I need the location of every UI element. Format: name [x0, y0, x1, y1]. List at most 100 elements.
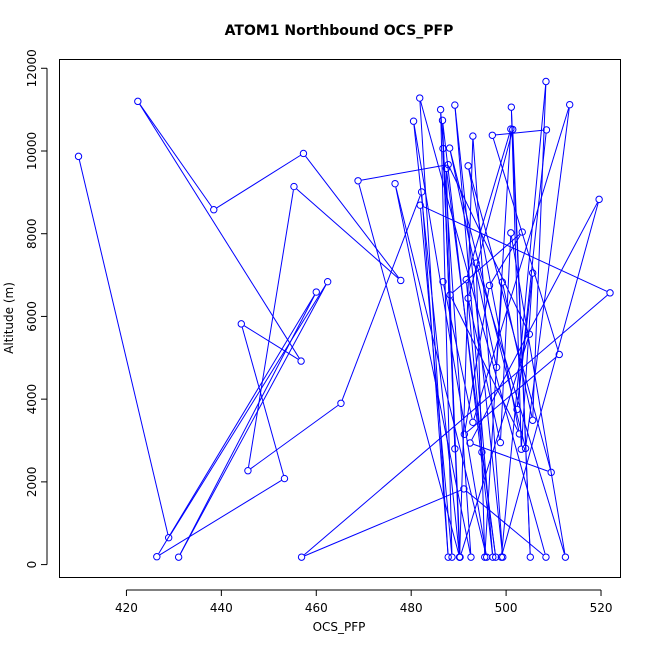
series-line-segment — [303, 294, 608, 556]
data-point — [481, 553, 489, 561]
y-tick-label: 10000 — [25, 132, 39, 170]
series-line-segment — [496, 285, 503, 364]
data-point — [409, 117, 418, 125]
data-point — [525, 330, 534, 338]
x-tick-label: 420 — [115, 601, 138, 615]
x-tick-label: 440 — [210, 601, 233, 615]
data-point — [455, 553, 464, 561]
series-line-segment — [454, 108, 503, 554]
y-tick-label: 4000 — [25, 384, 39, 415]
series-line-segment — [139, 104, 300, 359]
data-point — [391, 179, 399, 188]
data-point — [237, 320, 245, 328]
series-line-segment — [421, 195, 449, 554]
data-point — [417, 188, 426, 196]
data-point — [521, 444, 530, 453]
series-line-segment — [468, 301, 501, 440]
data-point — [469, 132, 477, 140]
series-line-segment — [216, 154, 301, 209]
series-line-segment — [305, 156, 399, 278]
data-point — [451, 445, 459, 453]
data-point — [509, 125, 517, 134]
series-line-segment — [443, 285, 473, 419]
data-point — [547, 468, 555, 477]
data-point — [210, 206, 218, 214]
data-point — [312, 288, 320, 296]
series-line-segment — [492, 138, 559, 352]
series-line-segment — [158, 294, 315, 554]
x-tick-label: 500 — [495, 601, 518, 615]
data-point — [290, 182, 298, 191]
data-point — [299, 149, 308, 158]
x-tick-label: 520 — [590, 601, 613, 615]
series-line-segment — [159, 480, 282, 556]
plot-area-frame — [59, 59, 621, 578]
data-point — [445, 144, 454, 152]
series-line-segment — [532, 85, 547, 417]
data-point — [297, 357, 305, 365]
series-line-segment — [490, 234, 521, 283]
data-point — [460, 485, 468, 493]
data-point — [497, 553, 506, 561]
data-point — [469, 418, 477, 427]
series-line-segment — [139, 104, 213, 208]
data-point — [323, 277, 332, 286]
series-line-segment — [495, 129, 543, 136]
series-line-segment — [473, 107, 570, 420]
data-point — [74, 152, 83, 161]
series-line-segment — [449, 151, 497, 364]
y-tick-label: 6000 — [25, 301, 39, 332]
series-line-segment — [361, 164, 445, 181]
data-point — [466, 439, 474, 447]
data-point — [451, 101, 459, 109]
y-tick-label: 2000 — [25, 467, 39, 498]
series-line-segment — [244, 325, 299, 360]
data-point — [518, 228, 526, 236]
series-points — [74, 77, 614, 561]
series-line-segment — [179, 294, 316, 555]
series-lines — [78, 85, 608, 557]
data-point — [464, 294, 472, 302]
data-point — [444, 160, 452, 169]
data-point — [442, 164, 451, 173]
chart-title: ATOM1 Northbound OCS_PFP — [225, 23, 454, 39]
y-tick-label: 12000 — [25, 49, 39, 87]
y-axis: 0 2000 4000 6000 8000 10000 12000 — [25, 49, 48, 568]
data-point — [472, 259, 480, 267]
series-line-segment — [241, 327, 284, 476]
data-point — [528, 416, 537, 424]
y-axis-label: Altitude (m) — [2, 282, 16, 354]
x-tick-label: 460 — [305, 601, 328, 615]
series-line-segment — [459, 139, 474, 554]
series-line-segment — [413, 124, 487, 554]
series-line-segment — [395, 187, 487, 554]
data-point — [478, 448, 486, 456]
data-point — [244, 467, 252, 475]
data-point — [416, 201, 424, 209]
data-point — [397, 276, 405, 285]
series-line-segment — [510, 236, 566, 554]
series-line-segment — [471, 202, 598, 441]
series-line-segment — [304, 489, 461, 557]
data-point — [436, 105, 445, 114]
data-point — [491, 553, 500, 561]
series-line-segment — [179, 284, 327, 555]
data-point — [498, 278, 507, 286]
series-line-segment — [341, 195, 421, 401]
x-axis: 420 440 460 480 500 520 — [115, 589, 613, 615]
data-point — [446, 291, 454, 299]
series-line-segment — [468, 132, 513, 295]
series-line-segment — [250, 404, 339, 469]
data-point — [507, 229, 515, 237]
data-point — [515, 430, 524, 438]
data-point — [297, 553, 306, 561]
series-line-segment — [170, 284, 327, 535]
data-point — [153, 553, 161, 561]
data-point — [517, 445, 525, 453]
series-line-segment — [521, 276, 533, 446]
data-point — [492, 363, 501, 372]
data-point — [462, 275, 470, 284]
data-point — [489, 553, 497, 561]
y-tick-label: 8000 — [25, 218, 39, 249]
